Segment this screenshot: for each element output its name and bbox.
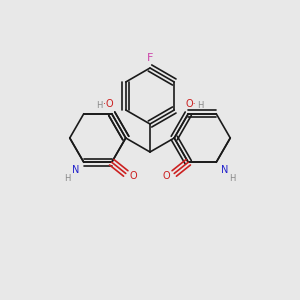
Text: ·O: ·O: [103, 99, 114, 109]
Text: N: N: [220, 165, 228, 175]
Text: H: H: [97, 101, 103, 110]
Text: O: O: [130, 171, 138, 182]
Text: O·: O·: [186, 99, 196, 109]
Text: F: F: [147, 53, 153, 63]
Text: N: N: [72, 165, 80, 175]
Text: H: H: [197, 101, 203, 110]
Text: O: O: [162, 171, 170, 182]
Text: H: H: [229, 174, 236, 183]
Text: H: H: [64, 174, 71, 183]
